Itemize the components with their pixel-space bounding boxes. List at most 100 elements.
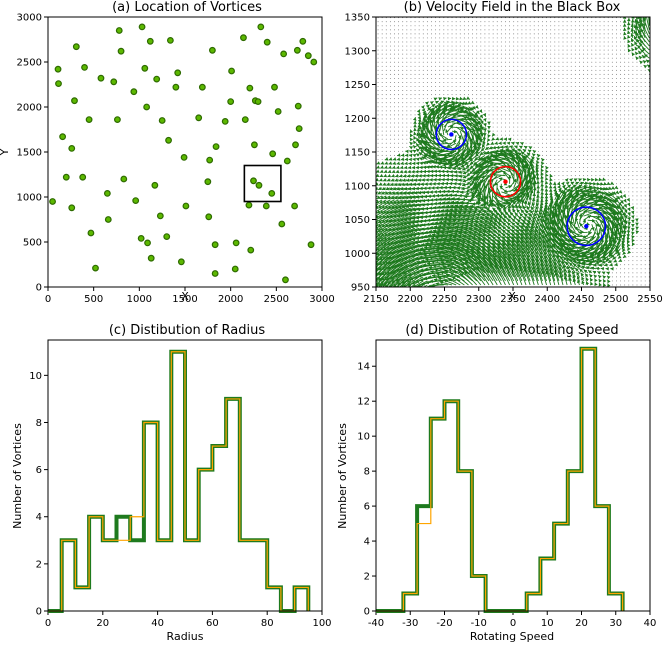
field-dot <box>542 110 543 112</box>
velocity-arrowhead <box>558 267 563 271</box>
field-dot <box>542 122 543 124</box>
vortex-point <box>263 38 271 46</box>
field-dot <box>394 90 395 92</box>
field-dot <box>492 69 494 71</box>
velocity-arrowhead <box>457 166 461 171</box>
velocity-arrowhead <box>381 266 386 271</box>
velocity-arrowhead <box>413 245 417 249</box>
velocity-arrowhead <box>520 142 524 146</box>
field-dot <box>422 25 424 27</box>
field-dot <box>521 69 523 71</box>
field-dot <box>492 73 494 75</box>
field-dot <box>422 49 424 51</box>
velocity-arrowhead <box>443 237 447 242</box>
velocity-arrowhead <box>498 177 503 181</box>
field-dot <box>513 90 515 92</box>
field-dot <box>542 69 543 71</box>
field-dot <box>451 41 453 43</box>
velocity-arrowhead <box>450 189 455 194</box>
velocity-arrowhead <box>415 248 420 252</box>
velocity-arrowhead <box>454 177 458 182</box>
velocity-arrowhead <box>447 185 452 190</box>
velocity-arrow <box>499 264 510 286</box>
velocity-arrowhead <box>411 169 415 174</box>
velocity-arrowhead <box>492 229 497 234</box>
velocity-arrowhead <box>475 188 479 193</box>
velocity-arrowhead <box>507 222 511 227</box>
velocity-arrowhead <box>409 133 414 138</box>
field-dot <box>525 86 527 87</box>
field-dot <box>472 53 474 55</box>
field-dot <box>394 25 395 27</box>
velocity-arrowhead <box>441 169 445 174</box>
velocity-arrowhead <box>454 229 459 233</box>
field-dot <box>546 77 548 79</box>
panel-a-xtick-label: 2500 <box>264 294 289 305</box>
field-dot <box>550 53 552 55</box>
field-dot <box>488 73 490 75</box>
velocity-arrowhead <box>451 276 456 280</box>
field-dot <box>418 45 420 47</box>
field-dot <box>505 77 506 79</box>
velocity-arrowhead <box>551 211 555 215</box>
velocity-arrow <box>493 260 506 282</box>
velocity-arrowhead <box>507 243 511 247</box>
field-dot <box>476 73 478 75</box>
field-dot <box>406 73 408 75</box>
field-dot <box>505 94 506 96</box>
field-dot <box>554 110 556 112</box>
velocity-arrowhead <box>394 231 399 235</box>
velocity-arrow <box>474 261 490 282</box>
velocity-arrowhead <box>376 277 380 281</box>
field-dot <box>525 41 527 43</box>
field-dot <box>463 73 465 75</box>
velocity-arrowhead <box>511 243 516 247</box>
velocity-arrowhead <box>413 124 417 128</box>
velocity-arrowhead <box>387 265 392 270</box>
velocity-arrowhead <box>439 148 444 152</box>
velocity-arrowhead <box>497 246 501 250</box>
velocity-arrowhead <box>404 265 409 269</box>
velocity-arrowhead <box>390 299 393 303</box>
vortex-point <box>255 181 263 189</box>
field-dot <box>484 37 486 39</box>
field-dot <box>533 77 535 79</box>
field-dot <box>402 138 404 140</box>
field-dot <box>422 90 424 92</box>
field-dot <box>513 126 515 128</box>
velocity-arrowhead <box>389 275 394 279</box>
field-dot <box>381 114 383 116</box>
field-dot <box>402 98 404 100</box>
velocity-arrowhead <box>542 224 546 229</box>
velocity-arrowhead <box>391 173 395 178</box>
field-dot <box>472 21 474 23</box>
velocity-arrow <box>437 253 461 262</box>
field-dot <box>377 41 379 43</box>
velocity-arrowhead <box>419 215 423 220</box>
velocity-arrowhead <box>468 269 472 274</box>
field-dot <box>447 90 449 92</box>
field-dot <box>414 37 416 39</box>
velocity-arrowhead <box>466 96 470 100</box>
field-dot <box>385 57 387 59</box>
velocity-arrowhead <box>379 288 382 292</box>
velocity-arrowhead <box>436 209 440 214</box>
velocity-arrowhead <box>548 221 552 225</box>
field-dot <box>398 98 400 100</box>
velocity-arrowhead <box>507 249 511 254</box>
velocity-arrowhead <box>516 239 520 244</box>
velocity-arrowhead <box>541 158 545 162</box>
velocity-arrowhead <box>458 232 463 236</box>
field-dot <box>455 21 457 23</box>
field-dot <box>394 114 395 116</box>
field-dot <box>377 150 379 152</box>
field-dot <box>468 61 469 63</box>
velocity-arrowhead <box>413 127 417 132</box>
field-dot <box>521 33 523 35</box>
velocity-arrowhead <box>544 188 549 192</box>
velocity-arrowhead <box>400 217 404 222</box>
velocity-arrowhead <box>420 268 424 273</box>
field-dot <box>529 94 531 96</box>
velocity-arrowhead <box>449 162 454 167</box>
velocity-arrowhead <box>450 226 455 230</box>
